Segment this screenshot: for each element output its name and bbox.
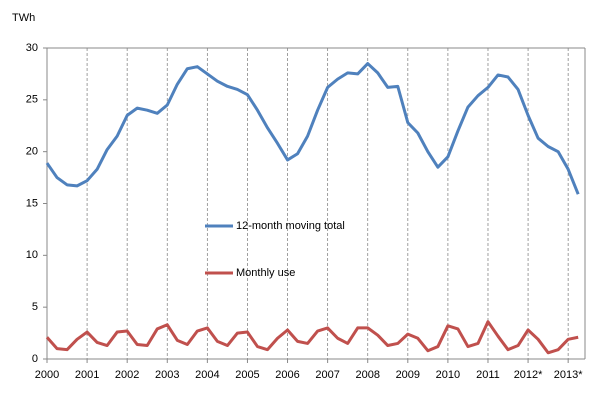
x-tick-label: 2003 (155, 369, 179, 381)
x-tick-label: 2012* (514, 369, 543, 381)
line-series (45, 62, 580, 195)
x-tick-label: 2009 (396, 369, 420, 381)
x-tick-label: 2001 (75, 369, 99, 381)
y-tick-label: 5 (32, 301, 38, 313)
y-tick-label: 25 (26, 94, 38, 106)
x-tick-label: 2010 (436, 369, 460, 381)
x-tick-label: 2000 (35, 369, 59, 381)
legend-label: Monthly use (236, 267, 295, 279)
x-tick-label: 2013* (554, 369, 583, 381)
y-tick-label: 0 (32, 353, 38, 365)
x-tick-label: 2006 (275, 369, 299, 381)
y-tick-label: 20 (26, 146, 38, 158)
x-tick-label: 2005 (235, 369, 259, 381)
y-tick-label: 15 (26, 197, 38, 209)
y-axis-label: TWh (12, 12, 35, 24)
line-series (45, 320, 579, 355)
y-tick-label: 10 (26, 249, 38, 261)
x-tick-label: 2002 (115, 369, 139, 381)
x-tick-label: 2008 (355, 369, 379, 381)
legend-label: 12-month moving total (236, 220, 345, 232)
x-tick-label: 2004 (195, 369, 219, 381)
x-tick-label: 2007 (315, 369, 339, 381)
y-tick-label: 30 (26, 42, 38, 54)
x-tick-label: 2011 (476, 369, 500, 381)
